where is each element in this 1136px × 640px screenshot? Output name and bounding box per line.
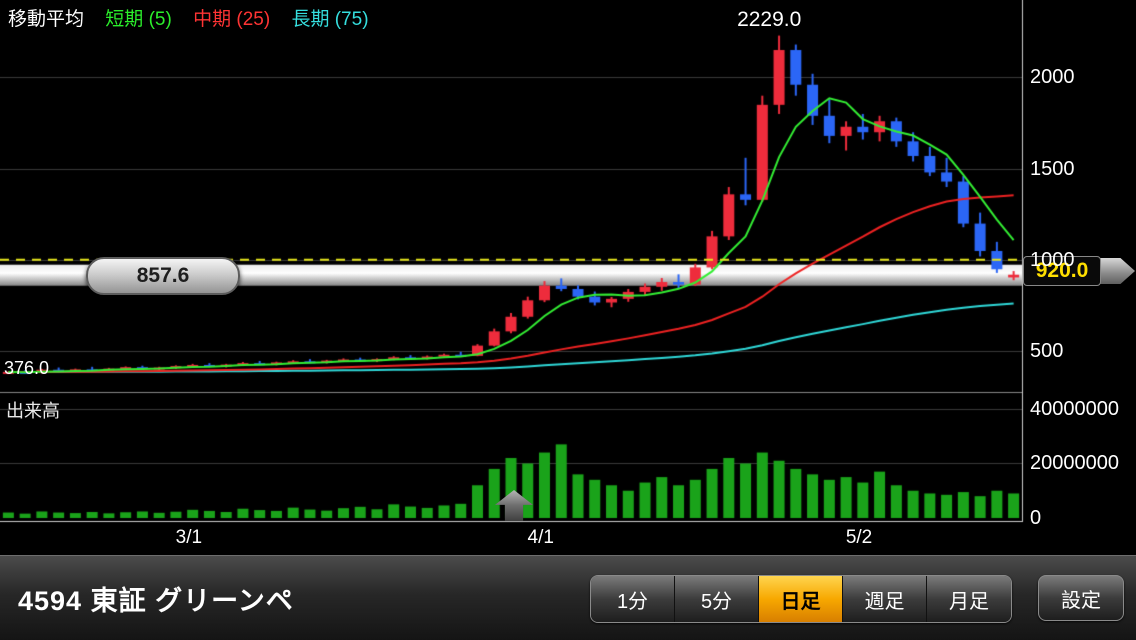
ma-legend-long: 長期 (75) bbox=[291, 9, 369, 30]
price-axis-label: 500 bbox=[1030, 340, 1064, 363]
settings-button[interactable]: 設定 bbox=[1038, 575, 1124, 621]
date-axis-label: 4/1 bbox=[527, 527, 554, 548]
price-axis-label: 2000 bbox=[1030, 66, 1075, 89]
reference-price-pill: 857.6 bbox=[86, 257, 240, 295]
volume-axis-label: 40000000 bbox=[1030, 397, 1119, 420]
timeframe-button-1min[interactable]: 1分 bbox=[591, 576, 675, 622]
volume-axis-label: 20000000 bbox=[1030, 452, 1119, 475]
date-axis-label: 5/2 bbox=[845, 527, 873, 548]
current-price-tag: 920.0 bbox=[1023, 256, 1135, 286]
bottom-toolbar: 4594 東証 グリーンペ 1分 5分 日足 週足 月足 設定 bbox=[0, 555, 1136, 640]
date-axis-label: 3/1 bbox=[175, 527, 203, 548]
current-price-value: 920.0 bbox=[1023, 256, 1101, 286]
ma-legend-short: 短期 (5) bbox=[105, 9, 172, 30]
peak-price-label: 2229.0 bbox=[737, 7, 802, 31]
timeframe-button-5min[interactable]: 5分 bbox=[675, 576, 759, 622]
range-low-label: 376.0 bbox=[4, 358, 50, 378]
price-axis-label: 1500 bbox=[1030, 157, 1075, 180]
stock-title: 4594 東証 グリーンペ bbox=[18, 586, 294, 616]
timeframe-button-group: 1分 5分 日足 週足 月足 bbox=[590, 575, 1012, 623]
timeframe-button-monthly[interactable]: 月足 bbox=[927, 576, 1011, 622]
volume-title: 出来高 bbox=[6, 401, 60, 421]
ma-legend-mid: 中期 (25) bbox=[193, 9, 271, 30]
price-axis-label: 1000 bbox=[1030, 249, 1075, 272]
ma-legend: 移動平均 短期 (5) 中期 (25) 長期 (75) bbox=[8, 4, 385, 31]
timeframe-button-daily[interactable]: 日足 bbox=[759, 576, 843, 622]
ma-legend-title: 移動平均 bbox=[8, 9, 85, 30]
volume-axis-label: 0 bbox=[1030, 507, 1042, 529]
timeframe-button-weekly[interactable]: 週足 bbox=[843, 576, 927, 622]
